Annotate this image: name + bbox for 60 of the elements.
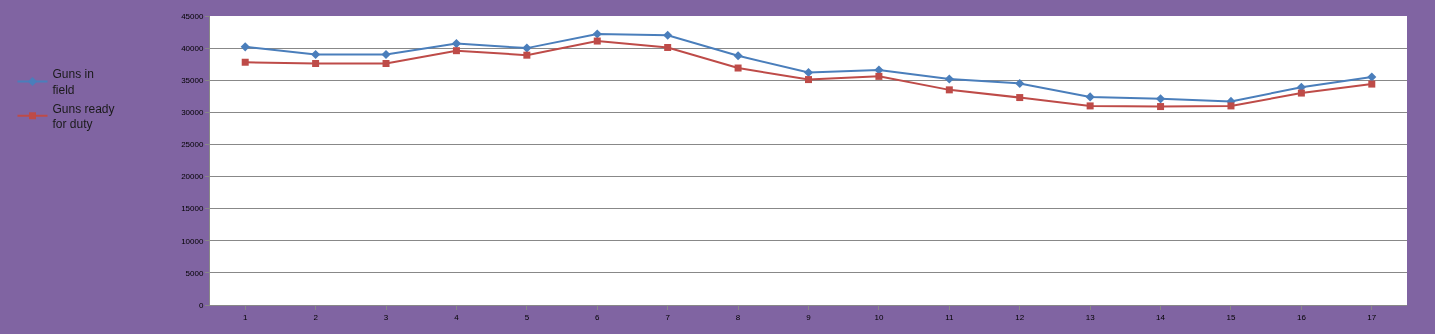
y-tick-label: 25000 — [181, 140, 204, 150]
point — [1156, 94, 1166, 104]
point — [1016, 94, 1024, 102]
point — [311, 49, 321, 60]
point — [1297, 89, 1305, 97]
point — [944, 74, 954, 84]
y-tick-label: 0 — [198, 300, 204, 310]
point — [382, 60, 390, 68]
point — [875, 72, 883, 80]
x-tick-label: 14 — [1156, 312, 1166, 322]
x-tick-label: 1 — [242, 312, 248, 322]
x-tick-label: 5 — [524, 312, 530, 322]
x-tick-label: 8 — [735, 312, 741, 322]
x-tick-label: 3 — [383, 312, 389, 322]
point — [1367, 72, 1377, 82]
x-tick-label: 15 — [1226, 312, 1236, 322]
point — [452, 47, 460, 55]
point — [1227, 102, 1235, 110]
x-tick-label: 9 — [806, 312, 812, 322]
x-tick-label: 11 — [945, 312, 955, 322]
x-tick-label: 16 — [1296, 312, 1307, 322]
point — [241, 58, 249, 66]
y-tick-label: 40000 — [181, 43, 204, 53]
legend-label: Guns in field — [52, 67, 94, 97]
point — [592, 29, 602, 39]
x-tick-label: 10 — [874, 312, 884, 322]
x-tick-label: 6 — [595, 312, 601, 322]
point — [803, 67, 814, 78]
y-tick-label: 5000 — [185, 268, 204, 278]
point — [451, 39, 461, 49]
x-tick-label: 2 — [313, 312, 319, 322]
y-tick-label: 30000 — [181, 108, 204, 118]
point — [1015, 78, 1025, 88]
point — [312, 60, 320, 68]
x-tick-label: 12 — [1015, 312, 1025, 322]
y-tick-label: 45000 — [181, 11, 204, 21]
point — [523, 51, 531, 59]
x-tick-label: 7 — [665, 312, 671, 322]
x-tick-label: 17 — [1367, 312, 1377, 322]
point — [1368, 80, 1376, 88]
y-tick-label: 35000 — [181, 76, 204, 86]
x-tick-label: 13 — [1085, 312, 1096, 322]
point — [733, 51, 743, 61]
y-tick-label: 15000 — [181, 204, 204, 214]
point — [664, 43, 672, 51]
point — [734, 64, 742, 72]
point — [522, 43, 532, 53]
point — [1085, 92, 1095, 102]
point — [663, 30, 673, 40]
point — [945, 86, 953, 94]
y-tick-label: 20000 — [181, 172, 204, 182]
point — [1157, 103, 1165, 111]
point — [1086, 102, 1094, 110]
point — [593, 37, 601, 45]
point — [381, 49, 391, 60]
point — [805, 76, 812, 84]
legend-label: Guns ready for duty — [52, 101, 115, 132]
y-tick-label: 10000 — [181, 236, 204, 246]
x-tick-label: 4 — [454, 312, 460, 322]
point — [240, 42, 250, 52]
